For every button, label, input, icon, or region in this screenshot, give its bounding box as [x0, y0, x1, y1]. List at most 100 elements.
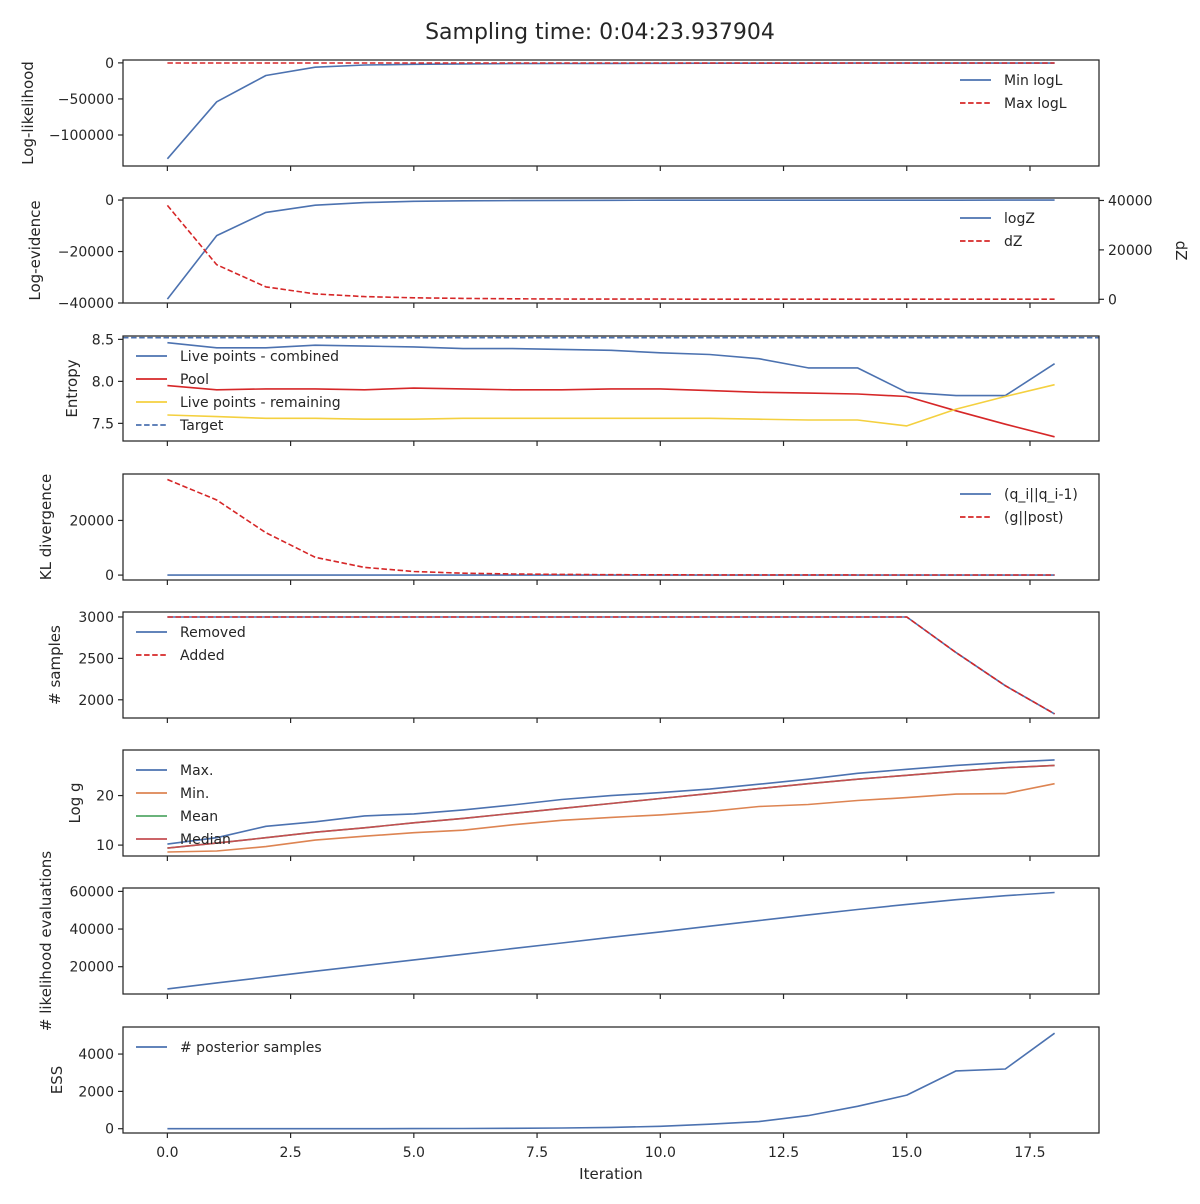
axes-frame: [122, 749, 1100, 857]
y-axis-label: # samples: [46, 625, 64, 705]
legend: Min logL Max logL: [960, 73, 1067, 112]
subplot-1: 0 −50000 −100000 Log-likelihood Min logL Max …: [19, 56, 1100, 171]
series-group: [167, 616, 1055, 715]
y-axis-label-right: dZ: [1172, 241, 1190, 261]
legend: Removed Added: [136, 625, 246, 664]
x-tick-label: 2.5: [279, 1145, 301, 1161]
legend-label: Max logL: [1004, 96, 1067, 112]
series-line-pool: [167, 384, 1055, 438]
figure-title: Sampling time: 0:04:23.937904: [425, 20, 775, 45]
y-tick-label: 60000: [69, 884, 114, 900]
y-axis-label: ESS: [48, 1066, 66, 1095]
series-line-min-: [167, 782, 1055, 853]
y-tick-label: −50000: [58, 92, 114, 108]
series-group: [167, 1032, 1056, 1130]
series-line-live-points-combined: [167, 341, 1056, 397]
y-tick-label: −20000: [58, 245, 114, 261]
subplot-8: 0.0 2.5 5.0 7.5 10.0 12.5 15.0 17.5 4000 2000 0 ESS…: [48, 1026, 1100, 1161]
legend-label: Max.: [180, 763, 213, 779]
x-axis-label: Iteration: [579, 1165, 643, 1183]
axes-frame: [122, 1026, 1100, 1134]
y-tick-label: 0: [105, 56, 114, 72]
y-tick-label: −100000: [49, 128, 114, 144]
legend-label: dZ: [1004, 234, 1022, 250]
series-group: [167, 891, 1055, 990]
legend-label: Added: [180, 648, 225, 664]
series-group: [166, 62, 1055, 160]
subplot-7: 60000 40000 20000 # likelihood evaluations: [37, 851, 1100, 1031]
y-tick-label: 4000: [78, 1047, 114, 1063]
series-line-dz: [166, 204, 1055, 301]
legend-label: Live points - remaining: [180, 395, 341, 411]
legend-label: Min logL: [1004, 73, 1063, 89]
y-tick-label: 2500: [78, 651, 114, 667]
series-group: [167, 478, 1055, 576]
y-tick-label: 0: [105, 193, 114, 209]
legend-label: Pool: [180, 372, 209, 388]
legend: (q_i||q_i-1) (g||post): [960, 487, 1078, 526]
legend-label: (g||post): [1004, 510, 1063, 526]
series-line--posterior-samples: [167, 1032, 1056, 1130]
legend-label: logZ: [1004, 211, 1035, 227]
x-tick-label: 15.0: [891, 1145, 922, 1161]
legend-label: Mean: [180, 809, 218, 825]
axes-frame: [122, 197, 1100, 304]
series-line--g-post-: [167, 478, 1055, 576]
y-right-tick-label: 40000: [1108, 193, 1153, 209]
y-tick-label: 2000: [78, 693, 114, 709]
y-tick-label: 7.5: [92, 416, 114, 432]
y-axis-label: Log g: [66, 782, 84, 823]
y-tick-label: 40000: [69, 922, 114, 938]
y-axis-label: Entropy: [63, 359, 81, 417]
subplot-5: 3000 2500 2000 # samples Removed Added: [46, 610, 1100, 723]
x-tick-label: 0.0: [156, 1145, 178, 1161]
subplot-4: 20000 0 KL divergence (q_i||q_i-1) (g||post): [37, 473, 1100, 585]
legend: logZ dZ: [960, 211, 1035, 250]
y-axis-label: # likelihood evaluations: [37, 851, 55, 1031]
series-line-max-: [167, 759, 1055, 845]
x-tick-label: 5.0: [403, 1145, 425, 1161]
y-right-tick-label: 0: [1108, 292, 1117, 308]
legend: Max. Min. Mean Median: [136, 763, 231, 848]
axes-frame: [122, 887, 1100, 995]
series-group: [166, 199, 1055, 301]
y-tick-label: 20: [96, 789, 114, 805]
legend-label: Removed: [180, 625, 246, 641]
series-line-min-logl: [166, 62, 1055, 160]
y-right-tick-label: 20000: [1108, 243, 1153, 259]
x-tick-label: 17.5: [1014, 1145, 1045, 1161]
subplot-2: 0 −20000 −40000 0 20000 40000 dZ Log-evidence lo…: [26, 193, 1190, 312]
legend: Live points - combined Pool Live points - …: [136, 349, 341, 434]
series-line--likelihood-evaluations: [167, 891, 1055, 990]
y-tick-label: 10: [96, 838, 114, 854]
y-axis-label: Log-likelihood: [19, 61, 37, 165]
series-line-median: [167, 764, 1055, 849]
axes-frame: [122, 59, 1100, 167]
y-tick-label: 2000: [78, 1084, 114, 1100]
y-tick-label: 20000: [69, 513, 114, 529]
x-tick-label: 7.5: [526, 1145, 548, 1161]
y-axis-label: Log-evidence: [26, 200, 44, 300]
legend-label: (q_i||q_i-1): [1004, 487, 1078, 503]
legend-label: Min.: [180, 786, 209, 802]
y-tick-label: −40000: [58, 296, 114, 312]
subplot-3: 8.5 8.0 7.5 Entropy Live points - combined Po…: [63, 332, 1100, 446]
y-axis-label: KL divergence: [37, 474, 55, 580]
axes-frame: [122, 473, 1100, 581]
y-tick-label: 20000: [69, 960, 114, 976]
legend-label: Median: [180, 832, 231, 848]
y-tick-label: 0: [105, 1122, 114, 1138]
y-tick-label: 8.5: [92, 332, 114, 348]
series-group: [123, 336, 1099, 438]
series-line-removed: [167, 616, 1055, 715]
series-line-mean: [167, 764, 1055, 849]
series-line-live-points-remaining: [167, 383, 1055, 427]
series-line-added: [167, 616, 1055, 715]
axes-frame: [122, 611, 1100, 719]
series-line-logz: [166, 199, 1055, 300]
series-group: [167, 759, 1055, 853]
subplot-6: 20 10 Log g Max. Min. Mean Median: [66, 749, 1100, 861]
axes-frame: [122, 335, 1100, 442]
y-tick-label: 8.0: [92, 374, 114, 390]
